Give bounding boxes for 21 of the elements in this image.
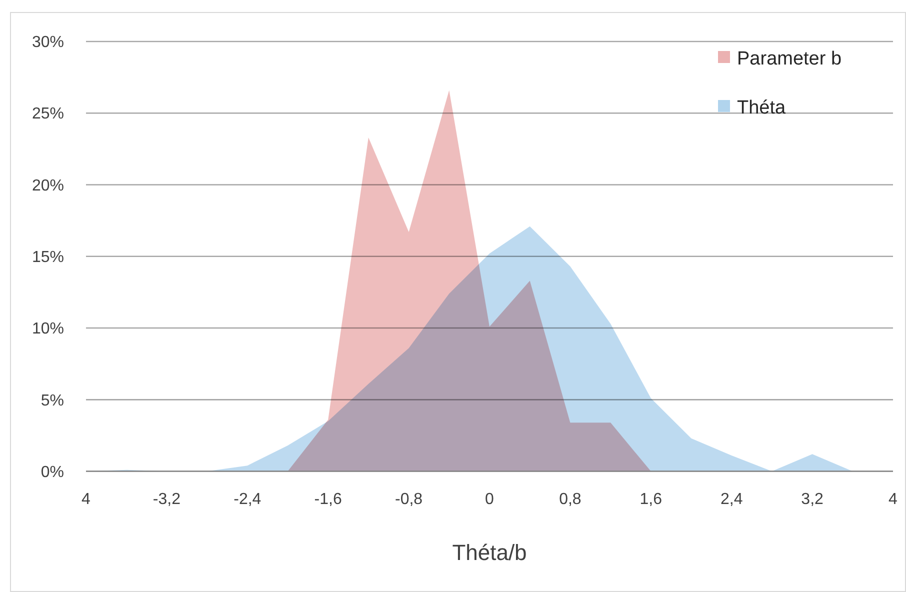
x-tick-label: 0	[485, 491, 494, 508]
y-tick-label: 5%	[40, 392, 64, 410]
x-tick-label: -2,4	[234, 491, 262, 508]
x-tick-label: 0,8	[559, 491, 582, 508]
x-tick-label: -3,2	[152, 491, 181, 508]
y-tick-label: 30%	[32, 34, 64, 52]
legend-label: Théta	[737, 98, 786, 119]
x-tick-label: 4	[888, 491, 898, 508]
y-tick-label: 10%	[32, 320, 64, 338]
legend-label: Parameter b	[737, 48, 842, 70]
x-tick-label: -1,6	[314, 491, 342, 508]
x-tick-label: 1,6	[640, 491, 662, 508]
x-axis-title: Théta/b	[452, 540, 527, 565]
y-tick-label: 0%	[40, 464, 64, 481]
y-tick-label: 25%	[32, 106, 64, 123]
x-tick-label: 4	[82, 491, 91, 508]
x-tick-label: -0,8	[395, 491, 423, 508]
x-tick-label: 3,2	[801, 491, 824, 508]
x-tick-label: 2,4	[720, 491, 743, 508]
y-tick-label: 20%	[32, 177, 64, 194]
y-tick-label: 15%	[32, 249, 64, 266]
